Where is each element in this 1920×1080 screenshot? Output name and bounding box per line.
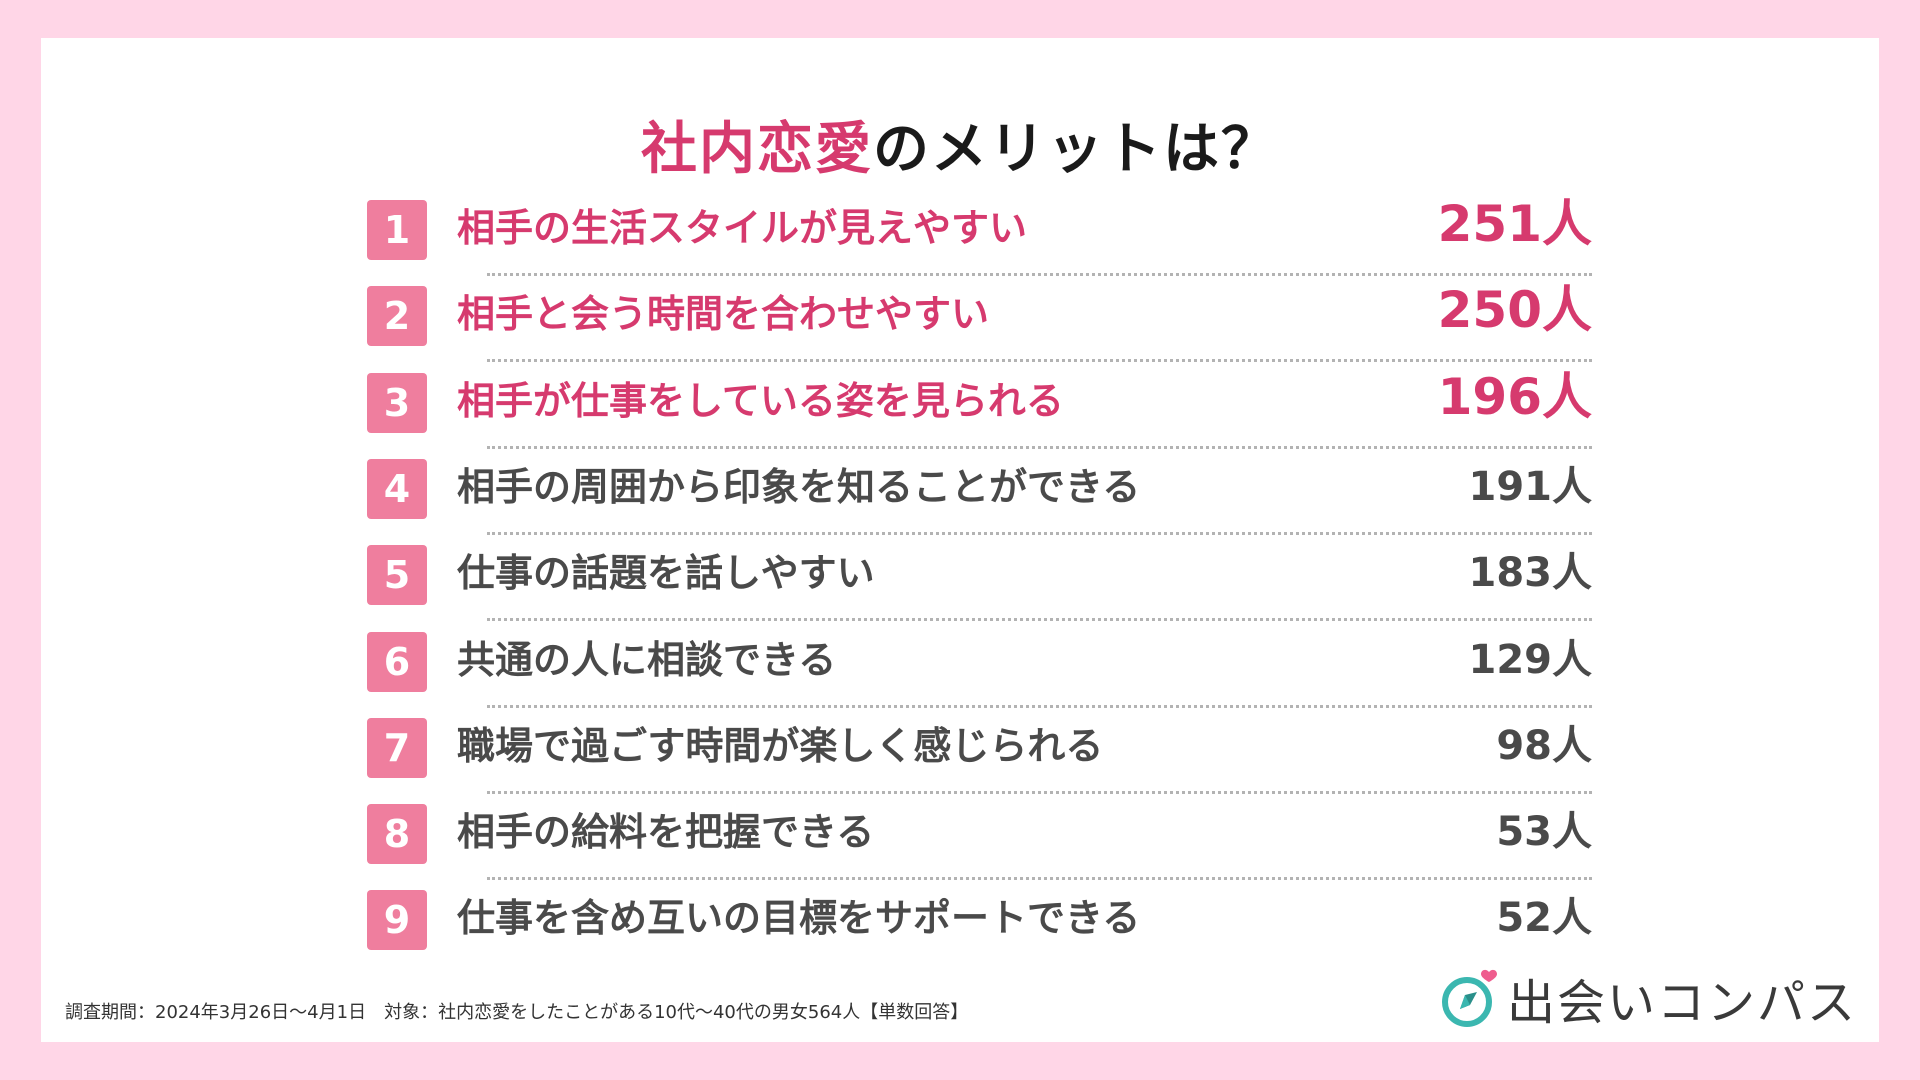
rank-badge: 9 (367, 890, 427, 951)
row-divider (487, 445, 1592, 449)
ranking-row: 1 相手の生活スタイルが見えやすい 251人 (367, 190, 1592, 276)
count-unit: 人 (1542, 281, 1592, 340)
count-unit: 人 (1552, 550, 1592, 597)
ranking-row: 3 相手が仕事をしている姿を見られる 196人 (367, 363, 1592, 449)
count-unit: 人 (1542, 367, 1592, 426)
survey-footnote: 調査期間：2024年3月26日〜4月1日 対象：社内恋愛をしたことがある10代〜… (65, 1002, 969, 1023)
count-value: 53 (1496, 809, 1552, 856)
rank-badge: 2 (367, 286, 427, 347)
ranking-row: 5 仕事の話題を話しやすい 183人 (367, 535, 1593, 622)
ranking-row: 4 相手の周囲から印象を知ることができる 191人 (367, 449, 1592, 535)
ranking-label: 相手が仕事をしている姿を見られる (457, 378, 1064, 423)
ranking-row: 2 相手と会う時間を合わせやすい 250人 (367, 276, 1592, 363)
ranking-row: 9 仕事を含め互いの目標をサポートできる 52人 (367, 880, 1592, 966)
count-value: 129 (1468, 636, 1553, 683)
ranking-count: 129人 (1469, 630, 1593, 690)
ranking-label: 仕事を含め互いの目標をサポートできる (457, 896, 1141, 941)
ranking-row: 7 職場で過ごす時間が楽しく感じられる 98人 (367, 708, 1592, 794)
count-unit: 人 (1552, 463, 1592, 510)
ranking-label: 職場で過ごす時間が楽しく感じられる (457, 723, 1104, 768)
count-value: 251 (1437, 195, 1542, 253)
compass-heart-icon (1441, 969, 1497, 1027)
ranking-label: 相手の給料を把握できる (457, 810, 875, 855)
count-value: 183 (1468, 550, 1553, 597)
count-unit: 人 (1552, 636, 1592, 683)
page-title: 社内恋愛のメリットは？ (41, 110, 1879, 190)
ranking-label: 仕事の話題を話しやすい (457, 551, 875, 596)
ranking-count: 183人 (1469, 543, 1593, 603)
brand: 出会いコンパス (1439, 966, 1857, 1031)
ranking-list: 1 相手の生活スタイルが見えやすい 251人 2 相手と会う時間を合わせやすい 250人 3… (41, 38, 1879, 1042)
rank-badge: 4 (367, 458, 427, 519)
ranking-label: 相手と会う時間を合わせやすい (457, 292, 990, 337)
ranking-label: 相手の周囲から印象を知ることができる (457, 464, 1141, 509)
count-value: 250 (1437, 281, 1542, 340)
ranking-count: 52人 (1496, 888, 1592, 948)
row-divider (487, 618, 1592, 622)
count-value: 196 (1437, 367, 1542, 426)
count-unit: 人 (1552, 809, 1592, 856)
ranking-count: 250人 (1438, 280, 1592, 340)
count-value: 98 (1496, 722, 1552, 769)
infographic-card: 社内恋愛のメリットは？ 1 相手の生活スタイルが見えやすい 251人 2 相手と会う時間… (41, 38, 1879, 1042)
count-value: 52 (1496, 895, 1552, 942)
brand-name: 出会いコンパス (1506, 975, 1857, 1031)
row-divider (487, 790, 1592, 794)
row-divider (487, 273, 1592, 276)
ranking-row: 8 相手の給料を把握できる 53人 (367, 794, 1592, 881)
ranking-label: 相手の生活スタイルが見えやすい (457, 206, 1028, 250)
ranking-count: 196人 (1438, 367, 1592, 427)
ranking-count: 53人 (1496, 802, 1592, 862)
row-divider (487, 359, 1592, 363)
rank-badge: 5 (367, 545, 427, 606)
title-accent: 社内恋愛 (641, 117, 873, 182)
ranking-label: 共通の人に相談できる (457, 637, 837, 682)
count-unit: 人 (1542, 195, 1592, 253)
count-unit: 人 (1552, 722, 1592, 769)
row-divider (487, 877, 1592, 881)
ranking-row: 6 共通の人に相談できる 129人 (367, 622, 1592, 708)
count-value: 191 (1468, 463, 1553, 510)
row-divider (487, 704, 1592, 708)
rank-badge: 6 (367, 631, 427, 692)
rank-badge: 3 (367, 372, 427, 433)
count-unit: 人 (1552, 895, 1592, 942)
rank-badge: 8 (367, 804, 427, 865)
ranking-count: 191人 (1469, 457, 1593, 517)
rank-badge: 7 (367, 717, 427, 778)
row-divider (487, 531, 1592, 535)
title-rest: のメリットは？ (873, 117, 1279, 182)
ranking-count: 251人 (1438, 194, 1592, 254)
rank-badge: 1 (367, 200, 427, 260)
ranking-count: 98人 (1496, 716, 1592, 776)
